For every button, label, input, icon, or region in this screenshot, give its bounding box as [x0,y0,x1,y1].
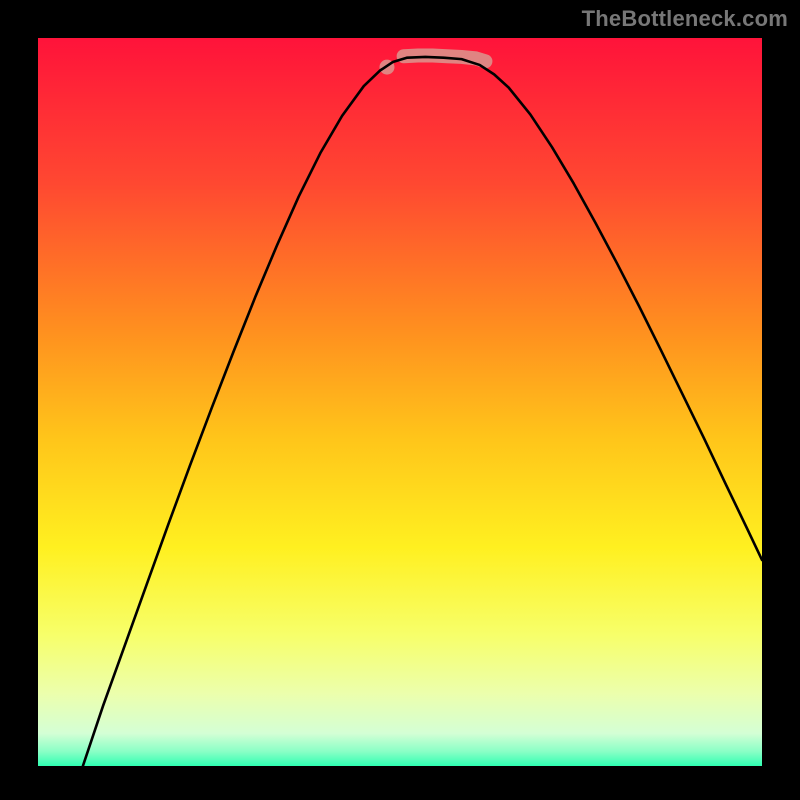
attribution-label: TheBottleneck.com [582,6,788,32]
chart-frame: TheBottleneck.com [0,0,800,800]
plot-background [38,38,762,766]
bottleneck-curve-chart [0,0,800,800]
